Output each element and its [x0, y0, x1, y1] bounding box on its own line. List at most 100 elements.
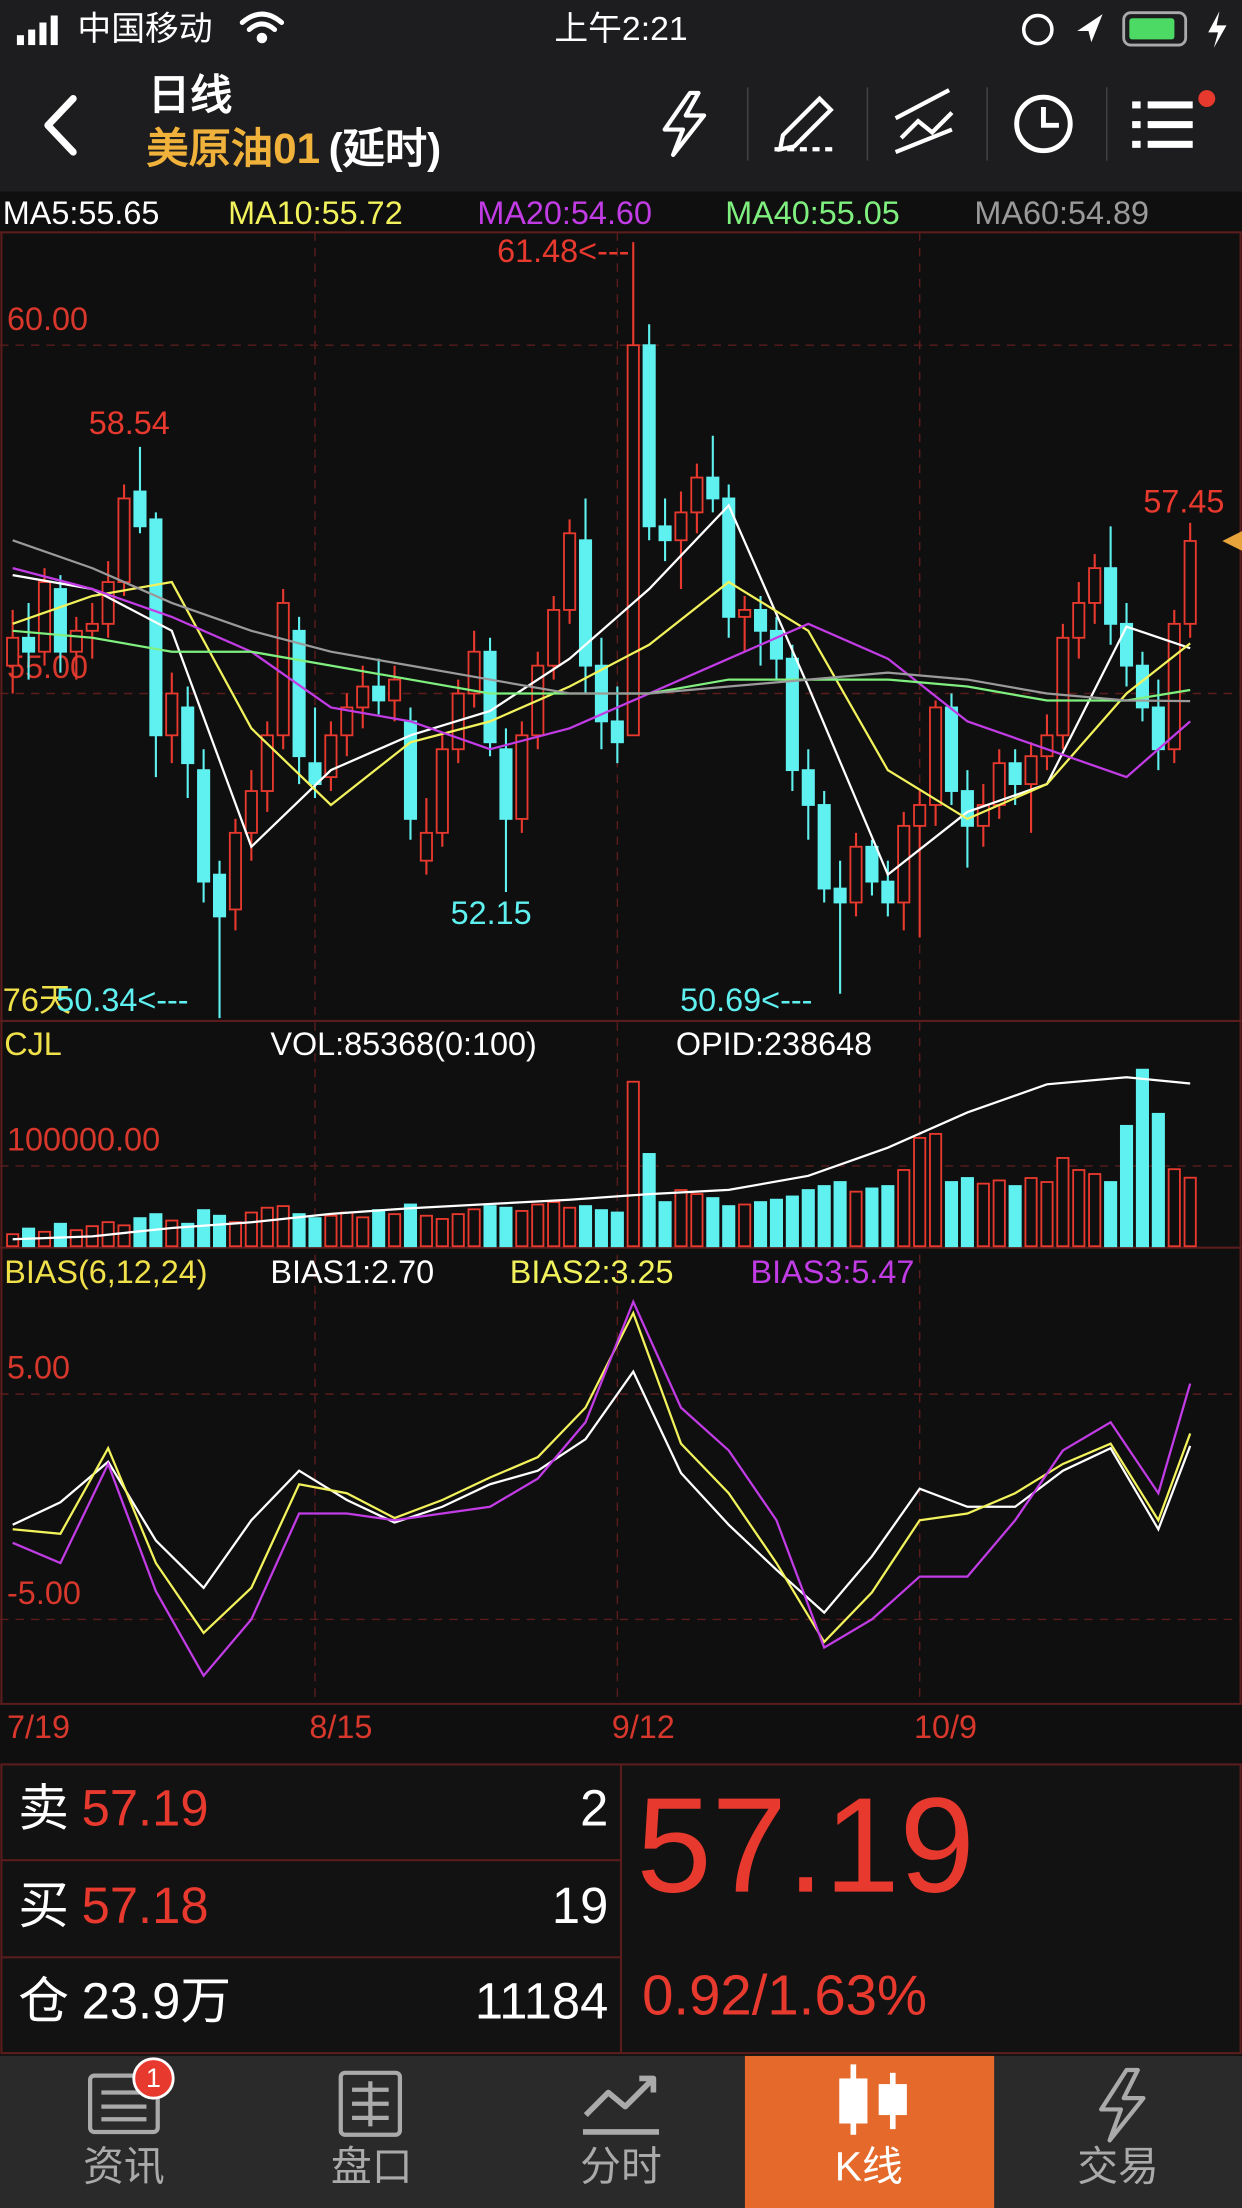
volume-bar — [1040, 1181, 1054, 1248]
volume-bar — [881, 1185, 895, 1248]
volume-bar — [674, 1189, 688, 1248]
opid-line — [12, 1076, 1191, 1241]
quote-price: 23.9万 — [82, 1973, 231, 2030]
volume-bar — [451, 1213, 465, 1248]
x-tick-label: 9/12 — [612, 1709, 675, 1745]
volume-bar — [6, 1233, 20, 1248]
candle-body — [1119, 622, 1134, 667]
indicator-button[interactable] — [894, 88, 954, 155]
tab-label[interactable]: K线 — [835, 2144, 903, 2190]
tab-label[interactable]: 盘口 — [331, 2144, 413, 2190]
annotation: 61.48<--- — [497, 233, 629, 269]
last-price: 57.19 — [636, 1770, 974, 1921]
charging-icon — [1208, 11, 1227, 48]
volume-bar — [817, 1185, 831, 1248]
volume-bar — [292, 1213, 306, 1248]
tab-label[interactable]: 资讯 — [83, 2144, 165, 2190]
candle-body — [626, 344, 640, 737]
battery-level — [1129, 18, 1175, 40]
chart-bg — [0, 191, 1242, 1764]
candle-body — [6, 636, 20, 667]
volume-bar — [276, 1205, 290, 1248]
x-tick-label: 7/19 — [7, 1709, 70, 1745]
volume-bar — [563, 1206, 577, 1248]
quote-label: 仓 — [18, 1973, 69, 2030]
location-icon — [1077, 14, 1103, 43]
tab-label[interactable]: 分时 — [580, 2144, 662, 2190]
volume-bar — [531, 1203, 545, 1248]
candle-body — [754, 608, 768, 632]
candle-body — [515, 734, 529, 820]
volume-bar — [1104, 1181, 1118, 1248]
plots: 7/19 8/15 9/12 10/9 55.00 60.00 MA5:55.65 MA10:… — [0, 195, 1242, 1745]
candle-body — [1183, 540, 1197, 625]
candle-body — [292, 629, 306, 758]
candle-body — [690, 476, 704, 514]
bias-line — [12, 1369, 1192, 1615]
volume-bar — [833, 1181, 847, 1248]
volume-bar — [1183, 1176, 1197, 1248]
opid-label: OPID:238648 — [676, 1026, 872, 1062]
time-button[interactable] — [1014, 94, 1073, 154]
volume-bar — [992, 1179, 1006, 1248]
candle-body — [117, 497, 131, 583]
draw-button[interactable] — [774, 95, 834, 152]
wifi-icon — [239, 11, 285, 44]
timeshare-icon — [582, 2075, 660, 2135]
volume-bar — [578, 1205, 593, 1248]
menu-dot — [1198, 90, 1216, 108]
candle-body — [881, 880, 895, 904]
volume-bar — [165, 1219, 179, 1248]
volume-bar — [340, 1211, 354, 1248]
volume-bar — [324, 1214, 338, 1248]
quote-size: 2 — [580, 1780, 608, 1837]
volume-bar — [626, 1080, 640, 1248]
volume-bar — [976, 1182, 990, 1248]
signal-icon — [16, 15, 58, 46]
volume-bar — [499, 1206, 513, 1248]
volume-bar — [356, 1216, 370, 1248]
candle-body — [610, 720, 624, 744]
quote-size: 11184 — [475, 1973, 608, 2030]
x-tick-label: 8/15 — [309, 1709, 372, 1745]
volume-bar — [69, 1229, 83, 1248]
candle-body — [372, 685, 386, 702]
volume-bar — [372, 1209, 386, 1248]
candle-body — [833, 887, 847, 904]
volume-bar — [706, 1197, 720, 1248]
candle-body — [706, 476, 720, 500]
quote-label: 买 — [18, 1877, 69, 1934]
candle-body — [1088, 567, 1102, 604]
badge — [132, 2057, 175, 2100]
volume-bar — [594, 1209, 608, 1248]
flash-button[interactable] — [662, 90, 707, 158]
volume-bar — [197, 1209, 211, 1248]
volume-bar — [403, 1203, 418, 1248]
volume-label: VOL:85368(0:100) — [270, 1026, 536, 1062]
candle-body — [483, 650, 497, 744]
candle-body — [801, 769, 815, 806]
tab-label[interactable]: 交易 — [1077, 2144, 1159, 2190]
candle-body — [547, 608, 561, 667]
quote-price: 57.19 — [82, 1780, 209, 1837]
candle-body — [1040, 734, 1054, 758]
volume-bar — [228, 1221, 242, 1248]
volume-bar — [929, 1132, 943, 1248]
candle-body — [1008, 762, 1022, 785]
volume-bar — [388, 1213, 402, 1248]
candle-body — [165, 692, 179, 737]
candle-body — [467, 650, 481, 695]
volume-bar — [1024, 1177, 1038, 1248]
volume-bar — [690, 1193, 704, 1248]
volume-bar — [960, 1177, 974, 1248]
ma-line — [12, 580, 1191, 821]
back-button[interactable] — [44, 95, 77, 156]
quote-label: 卖 — [18, 1780, 69, 1837]
volume-bar — [117, 1224, 131, 1248]
candle-body — [960, 790, 974, 827]
panel-borders — [0, 231, 1242, 1705]
quote-price: 57.18 — [82, 1877, 209, 1934]
header-symbol: 美原油01 (延时) — [146, 125, 441, 172]
menu-button[interactable] — [1132, 101, 1193, 148]
